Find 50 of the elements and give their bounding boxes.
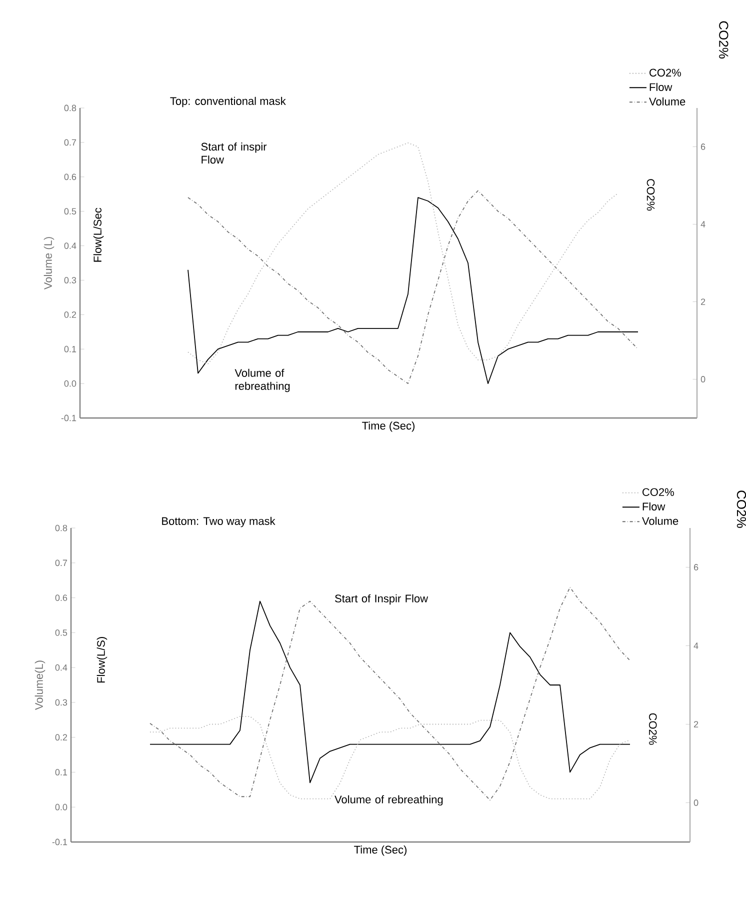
y-tick-label: 0.8 xyxy=(55,524,68,532)
y-tick-label: 0.0 xyxy=(55,804,68,810)
legend-label: Volume xyxy=(649,97,686,106)
annotation: CO2% xyxy=(648,713,657,745)
y2-tick-label: 6 xyxy=(694,564,698,570)
annotation: Flow(L/S) xyxy=(96,637,108,682)
legend-label: Volume xyxy=(642,516,678,525)
y2-axis-title: CO2% xyxy=(736,490,746,528)
y2-tick-label: 2 xyxy=(700,298,706,305)
legend-label: CO2% xyxy=(650,68,681,77)
y-tick-label: -0.1 xyxy=(52,838,68,846)
x-axis-title: Time (Sec) xyxy=(362,422,414,432)
annotation: CO2% xyxy=(646,179,655,211)
annotation: Start of inspir Flow xyxy=(201,142,267,164)
y2-tick-label: 2 xyxy=(694,721,698,728)
y-tick-label: 0.6 xyxy=(55,594,68,601)
y-tick-label: 0.1 xyxy=(55,769,68,776)
y2-tick-label: 4 xyxy=(694,642,698,649)
annotation: Start of Inspir Flow xyxy=(335,594,428,605)
y-tick-label: 0.3 xyxy=(55,699,68,706)
y-tick-label: 0.0 xyxy=(64,380,76,387)
legend-label: Flow xyxy=(642,502,666,510)
y-tick-label: 0.7 xyxy=(55,560,68,566)
y-axis-title: Volume (L) xyxy=(44,237,54,290)
y-tick-label: 0.4 xyxy=(64,242,76,249)
y2-axis-title: CO2% xyxy=(719,21,728,58)
chart-title: Bottom: Two way mask xyxy=(162,516,276,528)
y-tick-label: 0.7 xyxy=(64,139,76,146)
y2-tick-label: 0 xyxy=(694,800,698,806)
y-tick-label: 0.2 xyxy=(64,311,76,318)
x-axis-title: Time (Sec) xyxy=(354,846,406,856)
annotation: Flow(L/Sec xyxy=(93,208,104,262)
annotation: Volume of rebreathing xyxy=(234,368,290,392)
y2-tick-label: 6 xyxy=(700,144,706,150)
y-tick-label: 0.5 xyxy=(55,629,68,636)
legend-label: Flow xyxy=(650,82,672,92)
y2-tick-label: 0 xyxy=(700,376,706,382)
y-tick-label: 0.3 xyxy=(64,277,76,284)
y-tick-label: 0.8 xyxy=(64,104,76,112)
y-tick-label: 0.5 xyxy=(64,208,76,215)
chart-title: Top: conventional mask xyxy=(170,96,286,108)
y-tick-label: -0.1 xyxy=(61,414,76,422)
y-axis-title: Volume(L) xyxy=(34,660,46,710)
y-tick-label: 0.1 xyxy=(64,346,76,352)
y-tick-label: 0.2 xyxy=(55,734,68,741)
y-tick-label: 0.6 xyxy=(64,174,76,180)
legend-label: CO2% xyxy=(642,488,674,496)
y2-tick-label: 4 xyxy=(700,221,706,228)
y-tick-label: 0.4 xyxy=(55,664,68,671)
annotation: Volume of rebreathing xyxy=(334,795,443,806)
